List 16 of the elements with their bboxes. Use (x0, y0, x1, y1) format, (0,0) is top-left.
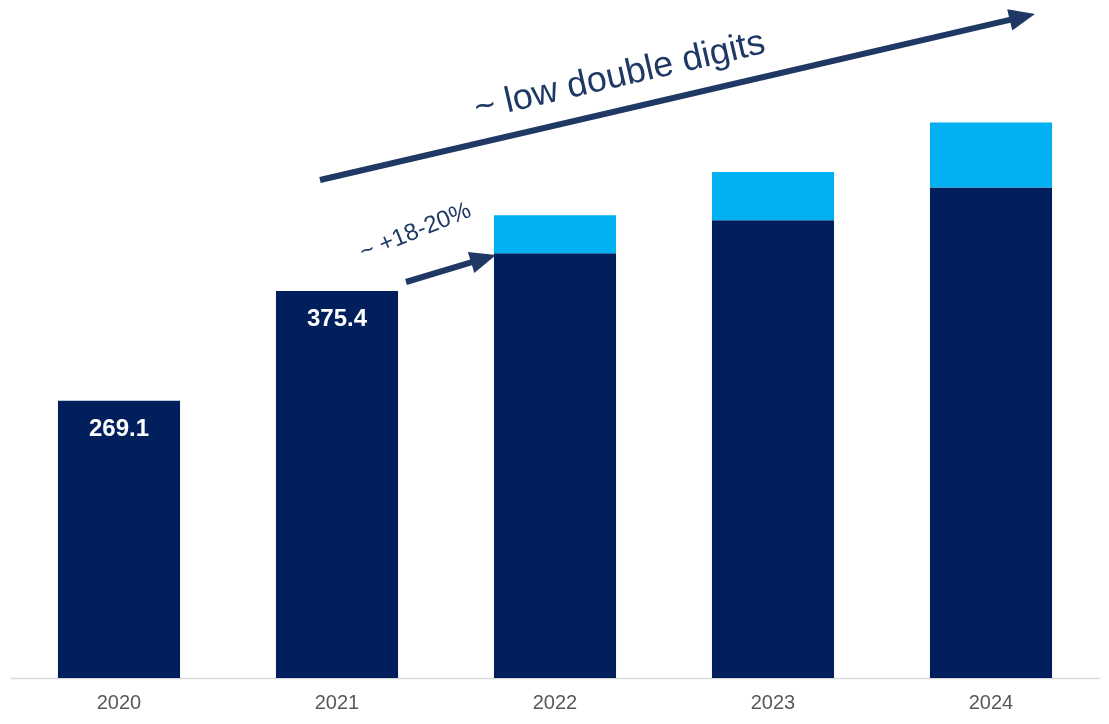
x-tick-label: 2021 (314, 690, 360, 713)
bar (711, 220, 835, 678)
x-tick-label: 2023 (750, 690, 796, 713)
bar (57, 400, 181, 678)
bar (275, 291, 399, 678)
data-label: 269.1 (88, 413, 150, 441)
x-tick-label: 2022 (532, 690, 578, 713)
bar (929, 122, 1053, 188)
bar (929, 187, 1053, 678)
bar (711, 171, 835, 221)
annotation: ~ low double digits (469, 20, 769, 128)
bar (493, 253, 617, 678)
bar (493, 215, 617, 254)
data-label: 375.4 (306, 304, 368, 332)
x-tick-label: 2024 (968, 690, 1014, 713)
x-tick-label: 2020 (96, 690, 142, 713)
